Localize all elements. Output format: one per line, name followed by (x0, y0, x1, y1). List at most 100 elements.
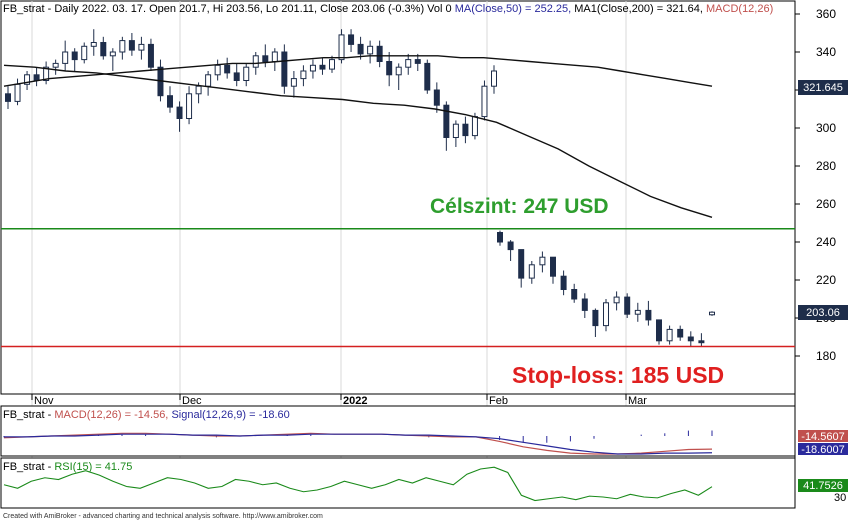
candle-body (300, 70, 307, 80)
candle-body (167, 95, 173, 108)
candle-body (119, 40, 126, 53)
candle-body (357, 43, 364, 55)
ma50-line (3, 64, 713, 218)
candle-body (462, 123, 469, 137)
candle-body (271, 51, 278, 62)
rsi-badge-text: 41.7526 (803, 480, 843, 492)
candle-body (581, 298, 588, 311)
price-panel (0, 0, 796, 395)
candle-body (195, 85, 202, 95)
candle-body (560, 275, 567, 291)
candle-body (33, 74, 40, 82)
candle-body (687, 336, 694, 342)
candle-body (128, 40, 135, 51)
ma200-badge (798, 80, 848, 95)
candle-body (281, 51, 288, 87)
macd-badge-text: -14.5607 (801, 431, 844, 443)
candlestick-series (5, 29, 715, 347)
price-tick-label: 180 (816, 349, 836, 363)
candle-body (319, 64, 326, 70)
candle-body (233, 72, 240, 82)
candle-body (252, 55, 259, 68)
candle-body (550, 256, 556, 277)
candle-body (452, 123, 459, 138)
candle-body (698, 340, 705, 344)
candle-body (100, 42, 107, 57)
time-axis: Nov Dec 2022 Feb Mar (31, 394, 647, 407)
candle-body (395, 66, 402, 76)
candle-body (386, 61, 393, 76)
candle-body (243, 66, 250, 81)
candle-body (433, 89, 440, 106)
rsi-badge (798, 479, 848, 492)
candle-body (62, 51, 69, 64)
candle-body (224, 64, 231, 74)
candle-body (214, 64, 221, 76)
signal-badge-text: -18.6007 (801, 444, 844, 456)
price-tick-label: 260 (816, 197, 836, 211)
time-tick-label: Dec (182, 395, 202, 407)
candle-body (709, 311, 715, 316)
rsi-panel (0, 457, 796, 509)
time-tick-label: Mar (628, 395, 647, 407)
candle-body (603, 302, 609, 327)
macd-panel (0, 405, 796, 457)
candle-body (24, 74, 31, 85)
price-tick-label: 360 (816, 7, 836, 21)
candle-body (205, 74, 212, 87)
candle-body (376, 45, 383, 62)
candle-body (329, 59, 335, 70)
candle-body (52, 62, 59, 68)
macd-header: FB_strat - MACD(12,26) = -14.56, Signal(… (3, 409, 290, 421)
candle-body (186, 93, 193, 120)
candle-body (309, 64, 316, 72)
candle-body (367, 45, 374, 55)
ma200-badge-text: 321.645 (803, 82, 843, 94)
candle-body (624, 296, 631, 315)
candle-body (262, 55, 269, 62)
ma200-line (3, 55, 713, 87)
candle-body (571, 289, 578, 300)
candle-body (634, 309, 641, 315)
candle-body (443, 104, 450, 138)
candle-body (290, 78, 297, 87)
candle-body (147, 43, 154, 68)
candle-body (81, 45, 88, 61)
price-tick-label: 300 (816, 121, 836, 135)
rsi-header: FB_strat - RSI(15) = 41.75 (3, 461, 132, 473)
rsi-30-tick: 30 (834, 492, 846, 504)
candle-body (497, 232, 503, 243)
time-tick-label: 2022 (343, 395, 367, 407)
candle-body (666, 328, 673, 342)
macd-badge (798, 430, 848, 442)
candle-body (5, 93, 11, 102)
candle-body (481, 85, 488, 118)
candle-body (43, 66, 50, 81)
candle-body (539, 256, 546, 266)
candle-body (138, 43, 145, 51)
candle-body (90, 42, 97, 47)
time-tick-label: Nov (34, 395, 54, 407)
stop-loss-annotation: Stop-loss: 185 USD (512, 362, 724, 388)
candle-body (507, 241, 514, 251)
candle-body (338, 34, 345, 61)
price-tick-label: 220 (816, 273, 836, 287)
price-tick-label: 340 (816, 45, 836, 59)
signal-badge (798, 443, 848, 455)
candle-body (528, 264, 535, 279)
candle-body (424, 62, 431, 91)
candle-body (176, 106, 183, 119)
close-badge (798, 305, 848, 320)
target-annotation: Célszint: 247 USD (430, 195, 609, 218)
candle-body (348, 34, 355, 45)
candle-body (71, 51, 78, 61)
candle-body (14, 83, 21, 102)
candle-body (656, 319, 662, 342)
close-badge-text: 203.06 (806, 307, 840, 319)
signal-line (4, 433, 713, 455)
candle-body (471, 116, 478, 137)
candle-body (613, 296, 620, 304)
price-tick-label: 280 (816, 159, 836, 173)
candle-body (414, 59, 421, 64)
